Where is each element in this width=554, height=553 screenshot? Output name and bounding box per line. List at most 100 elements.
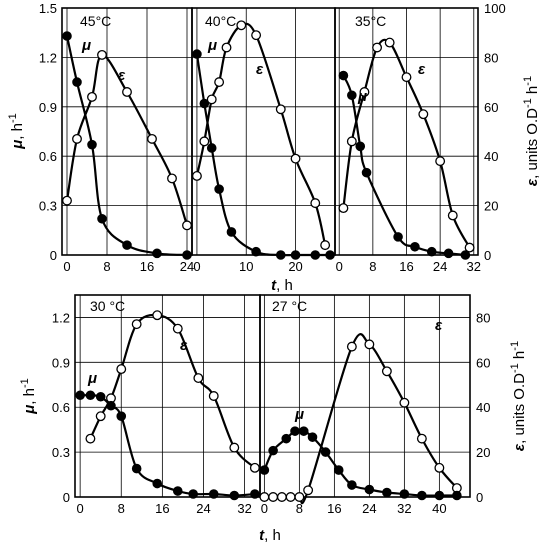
panel-1: 0 8 16 24 0 0.3 0.6 0.9 1.2 1.5 45°C μ ε (39, 1, 194, 274)
x-tick-label: 8 (118, 501, 125, 516)
y-axis-title-right-bottom: ε, units O.D-1 h-1 (509, 341, 528, 451)
mu-point (97, 213, 107, 224)
x-axis-title-top: t, h (271, 277, 293, 294)
x-tick-label: 40 (432, 501, 446, 516)
mu-point (347, 480, 357, 490)
y-tick-label: 0.3 (52, 445, 70, 460)
epsilon-series-label: ε (435, 317, 443, 334)
mu-point (434, 490, 445, 501)
x-tick-label: 0 (261, 501, 268, 516)
mu-point (95, 391, 106, 402)
x-tick-label: 16 (399, 259, 413, 274)
x-tick-label: 0 (336, 259, 343, 274)
y-tick-label: 0.9 (52, 355, 70, 370)
epsilon-point (418, 109, 429, 120)
mu-point (443, 248, 454, 259)
epsilon-point (381, 366, 392, 377)
epsilon-point (208, 391, 219, 401)
mu-point (364, 484, 375, 495)
mu-point (152, 478, 163, 489)
epsilon-series-label: ε (118, 67, 126, 84)
epsilon-point (116, 364, 127, 375)
epsilon-point (346, 136, 357, 147)
epsilon-point (236, 20, 247, 31)
mu-point (320, 447, 331, 457)
x-tick-label: 8 (103, 259, 110, 274)
mu-curve (80, 394, 255, 497)
mu-point (399, 489, 410, 499)
mu-point (250, 489, 260, 499)
epsilon-point (182, 220, 192, 231)
y2-tick-label: 20 (476, 445, 490, 460)
epsilon-point (249, 462, 260, 473)
epsilon-point (338, 203, 349, 214)
x-tick-label: 32 (237, 501, 251, 516)
y2-tick-label: 100 (484, 1, 506, 16)
mu-point (131, 463, 142, 474)
y-axis-title-left-bottom: μ, h-1 (19, 378, 38, 415)
mu-point (275, 250, 286, 260)
mu-series-label: μ (294, 406, 304, 423)
epsilon-point (193, 373, 204, 383)
y-tick-label: 0.6 (39, 149, 57, 164)
condition-label: 45°C (80, 13, 111, 29)
epsilon-point (359, 87, 370, 97)
epsilon-point (199, 136, 210, 147)
mu-point (192, 49, 202, 59)
epsilon-point (268, 492, 279, 502)
mu-point (307, 432, 318, 442)
epsilon-point (97, 49, 107, 60)
mu-point (325, 250, 335, 260)
x-tick-label: 8 (369, 259, 376, 274)
y-axis-title-right-top: ε, units O.D-1 h-1 (522, 76, 541, 186)
epsilon-point (206, 94, 217, 105)
mu-curve (65, 35, 188, 257)
y2-tick-label: 80 (484, 50, 498, 65)
mu-point (122, 240, 132, 250)
y-tick-label: 1.5 (39, 1, 57, 16)
y2-tick-label: 40 (484, 149, 498, 164)
mu-point (417, 490, 427, 501)
x-tick-label: 24 (180, 259, 194, 274)
mu-series-label: μ (207, 37, 217, 54)
y-axis-title-left-top: μ, h-1 (7, 113, 26, 150)
epsilon-point (434, 462, 445, 473)
epsilon-curve (264, 333, 458, 505)
panel-5: 0 8 16 24 32 40 0 20 40 60 80 27 °C μ ε (259, 294, 490, 516)
epsilon-point (229, 442, 240, 453)
epsilon-point (320, 240, 331, 251)
y2-tick-label: 60 (476, 355, 490, 370)
panel-frame (334, 7, 479, 256)
mu-point (229, 490, 240, 501)
epsilon-point (303, 485, 314, 496)
y2-tick-label: 40 (476, 400, 490, 415)
x-tick-label: 16 (140, 259, 154, 274)
x-tick-label: 0 (193, 259, 200, 274)
condition-label: 30 °C (90, 298, 125, 314)
mu-point (199, 98, 210, 109)
condition-label: 35°C (355, 13, 386, 29)
epsilon-point (310, 198, 321, 209)
mu-series-label: μ (81, 37, 91, 54)
epsilon-curve (65, 53, 189, 226)
x-tick-label: 24 (433, 259, 447, 274)
mu-series-label: μ (357, 88, 367, 105)
epsilon-point (435, 156, 446, 167)
epsilon-point (214, 77, 225, 88)
mu-point (426, 246, 437, 257)
x-tick-label: 10 (239, 259, 253, 274)
epsilon-point (401, 72, 412, 83)
y2-tick-label: 60 (484, 100, 498, 115)
mu-point (268, 445, 278, 456)
epsilon-point (62, 195, 72, 206)
epsilon-point (131, 319, 142, 330)
x-tick-label: 24 (196, 501, 210, 516)
x-tick-label: 0 (63, 259, 70, 274)
mu-point (347, 90, 357, 101)
mu-point (188, 489, 198, 499)
mu-point (290, 426, 300, 436)
mu-point (116, 411, 127, 422)
